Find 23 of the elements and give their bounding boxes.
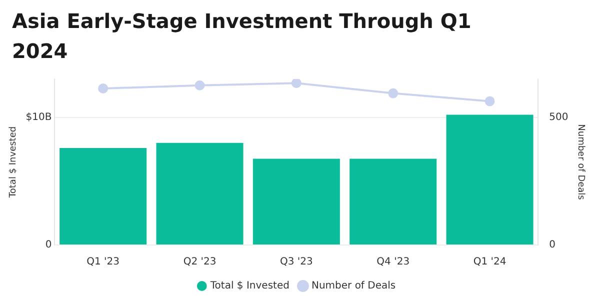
legend-label: Total $ Invested [209, 280, 290, 292]
bar [446, 114, 534, 244]
legend-label: Number of Deals [311, 280, 396, 292]
bar [60, 148, 147, 244]
y2-tick-label: 0 [549, 240, 556, 251]
y2-axis-title: Number of Deals [575, 124, 586, 200]
y2-tick-label: 500 [549, 112, 568, 123]
point [388, 88, 398, 98]
x-tick-label: Q4 '23 [376, 256, 410, 268]
bar [350, 158, 437, 244]
x-tick-label: Q1 '24 [473, 256, 506, 268]
x-tick-label: Q2 '23 [183, 256, 216, 268]
x-tick-label: Q1 '23 [86, 256, 120, 268]
point [291, 79, 302, 88]
x-tick-label: Q3 '23 [280, 256, 313, 268]
bar [252, 158, 340, 244]
point [484, 96, 495, 106]
y-tick-label: $10B [26, 112, 52, 123]
bar [156, 142, 244, 244]
point [194, 80, 205, 90]
chart-title: Asia Early-Stage Investment Through Q1 2024 [11, 8, 472, 65]
point [98, 83, 108, 94]
y-axis-title: Total $ Invested [8, 126, 19, 199]
